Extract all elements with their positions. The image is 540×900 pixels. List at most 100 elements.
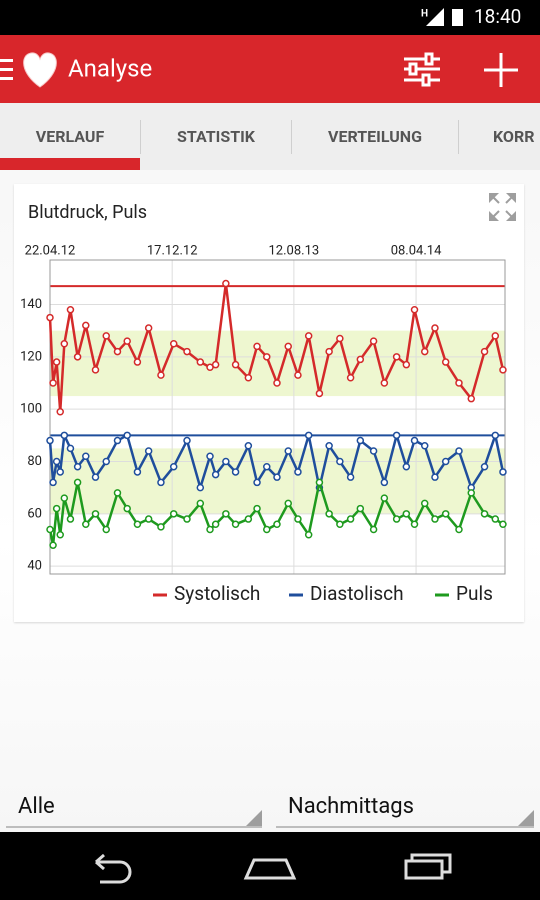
data-point <box>325 442 333 450</box>
data-point <box>402 462 411 471</box>
plot-frame <box>49 259 506 575</box>
data-point <box>356 436 365 445</box>
data-point <box>169 510 178 518</box>
data-point <box>46 525 54 534</box>
series <box>46 279 507 416</box>
home-button[interactable] <box>243 858 297 880</box>
data-point <box>491 332 500 340</box>
back-button[interactable] <box>95 853 132 884</box>
data-point <box>60 494 69 502</box>
data-point <box>49 379 57 387</box>
data-point <box>455 447 463 455</box>
data-point <box>157 523 165 531</box>
data-point <box>102 332 110 340</box>
data-point <box>144 447 153 455</box>
data-point <box>113 347 122 356</box>
data-point <box>380 379 389 387</box>
data-point <box>263 525 271 534</box>
data-point <box>222 279 230 288</box>
expand-button[interactable] <box>489 193 516 221</box>
y-tick-label: 140 <box>20 297 42 312</box>
nav-icons <box>95 853 452 884</box>
tab[interactable]: STATISTIK <box>177 127 255 146</box>
app-bar-graphics: Analyse <box>0 52 518 88</box>
data-point <box>169 462 178 471</box>
data-point <box>196 483 205 492</box>
legend-item: Systolisch <box>153 582 260 605</box>
data-point <box>73 478 82 487</box>
data-point <box>392 353 401 361</box>
data-point <box>144 324 153 332</box>
tab[interactable]: VERTEILUNG <box>328 127 422 146</box>
data-point <box>102 525 110 534</box>
data-point <box>66 444 75 453</box>
menu-button[interactable] <box>0 52 57 88</box>
tab-separator <box>140 120 141 154</box>
data-point <box>480 510 489 518</box>
status-bar: H 18:40 <box>0 0 540 35</box>
data-point <box>273 473 281 481</box>
data-point <box>196 499 205 508</box>
legend-label: Diastolisch <box>310 582 404 605</box>
data-point <box>183 515 191 523</box>
filter-button[interactable] <box>404 52 440 87</box>
data-point <box>91 366 100 374</box>
data-point <box>491 515 500 523</box>
data-point <box>144 515 153 523</box>
data-point <box>284 447 292 455</box>
data-point <box>467 489 476 497</box>
x-tick-label: 08.04.14 <box>391 243 442 258</box>
data-point <box>253 504 261 513</box>
dropdown-arrow <box>518 810 534 826</box>
data-point <box>410 436 419 445</box>
app-title: Analyse <box>68 54 152 82</box>
data-point <box>157 478 165 487</box>
data-point <box>211 470 220 479</box>
data-point <box>402 510 411 518</box>
data-point <box>441 510 450 518</box>
data-point <box>263 462 271 471</box>
y-tick-label: 100 <box>20 402 42 417</box>
data-point <box>499 520 507 529</box>
tab[interactable]: KORR <box>493 127 535 146</box>
data-point <box>91 510 100 518</box>
data-point <box>402 360 411 369</box>
add-button[interactable] <box>484 53 518 87</box>
dropdown-value: Nachmittags <box>288 794 415 819</box>
data-point <box>66 305 75 314</box>
x-tick-label: 12.08.13 <box>269 243 320 258</box>
data-point <box>410 305 419 314</box>
tab-separator <box>291 120 292 154</box>
y-tick-label: 60 <box>27 506 42 521</box>
data-point <box>82 520 90 529</box>
active-tab-indicator <box>0 158 140 170</box>
data-point <box>244 515 253 523</box>
data-point <box>325 510 333 518</box>
x-tick-label: 17.12.12 <box>147 243 198 258</box>
data-point <box>346 473 355 481</box>
data-point <box>263 353 271 361</box>
data-point <box>325 347 333 356</box>
data-point <box>231 360 240 369</box>
tab[interactable]: VERLAUF <box>35 127 105 146</box>
data-point <box>56 408 64 416</box>
legend-label: Systolisch <box>174 582 260 605</box>
data-point <box>410 520 419 529</box>
data-point <box>49 541 57 549</box>
data-point <box>211 360 220 369</box>
dropdown-arrow <box>246 810 262 826</box>
data-point <box>56 468 64 476</box>
legend-label: Puls <box>456 582 493 605</box>
legend-item: Puls <box>435 582 493 605</box>
recents-button[interactable] <box>404 853 452 880</box>
data-point <box>222 457 230 466</box>
target-band <box>50 448 505 514</box>
data-point <box>102 457 110 466</box>
data-point <box>273 379 281 387</box>
dropdown[interactable]: Nachmittags <box>276 790 534 828</box>
chart-title: Blutdruck, Puls <box>28 202 147 223</box>
dropdown[interactable]: Alle <box>6 790 262 828</box>
data-point <box>431 515 439 523</box>
data-point <box>82 321 90 330</box>
clock: 18:40 <box>474 5 521 28</box>
